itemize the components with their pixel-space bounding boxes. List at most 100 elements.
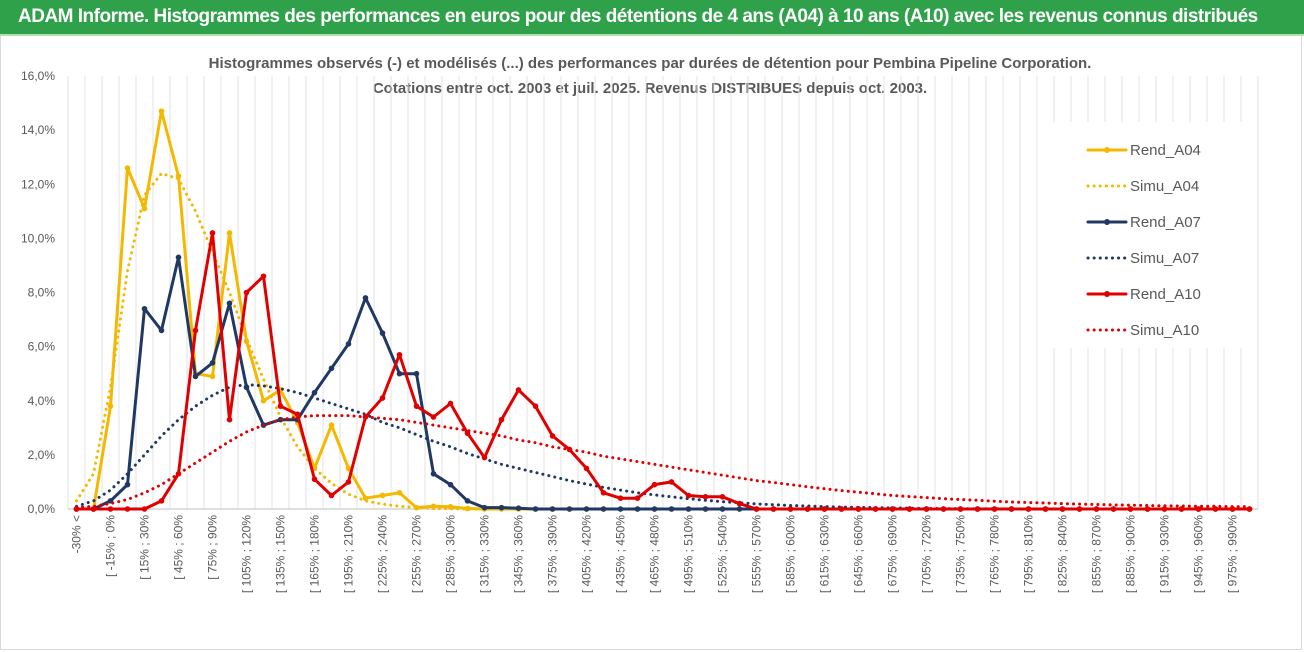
data-point-rend-a07 — [209, 360, 216, 366]
data-point-rend-a10 — [209, 230, 216, 236]
x-tick-label: [ 435% ; 450% — [614, 515, 628, 593]
x-tick-label: [ -15% ; 0% — [104, 515, 118, 577]
data-point-rend-a10 — [396, 351, 403, 358]
data-point-rend-a10 — [685, 492, 692, 499]
legend-label-rend-a04: Rend_A04 — [1130, 142, 1201, 159]
y-tick-label: 8,0% — [28, 286, 56, 300]
data-point-rend-a10 — [668, 479, 675, 485]
data-point-rend-a10 — [770, 506, 777, 512]
data-point-rend-a10 — [991, 506, 998, 512]
data-point-rend-a07 — [702, 506, 709, 512]
legend-marker-rend-a07 — [1104, 219, 1110, 225]
data-point-rend-a10 — [974, 506, 981, 512]
x-tick-label: [ 765% ; 780% — [988, 515, 1002, 593]
data-point-rend-a07 — [311, 389, 318, 396]
data-point-rend-a04 — [158, 108, 165, 114]
data-point-rend-a07 — [685, 506, 692, 512]
data-point-rend-a04 — [396, 489, 403, 496]
data-point-rend-a10 — [889, 506, 896, 512]
data-point-rend-a10 — [447, 400, 454, 407]
y-tick-label: 10,0% — [21, 231, 55, 245]
data-point-rend-a10 — [243, 289, 250, 296]
data-point-rend-a07 — [447, 481, 454, 488]
legend-label-simu-a07: Simu_A07 — [1130, 250, 1199, 267]
data-point-rend-a10 — [430, 414, 437, 420]
x-tick-label: [ 345% ; 360% — [512, 515, 526, 593]
x-tick-label: [ 885% ; 900% — [1124, 515, 1138, 593]
data-point-rend-a10 — [702, 494, 709, 500]
x-tick-label: [ 705% ; 720% — [920, 515, 934, 593]
data-point-rend-a10 — [277, 403, 284, 409]
x-tick-label: [ 675% ; 690% — [886, 515, 900, 593]
data-point-rend-a07 — [192, 373, 199, 380]
legend-label-simu-a10: Simu_A10 — [1130, 322, 1199, 339]
data-point-rend-a07 — [566, 506, 573, 512]
x-tick-label: [ 255% ; 270% — [410, 515, 424, 593]
data-point-rend-a10 — [753, 506, 760, 512]
series-line-simu-a10 — [75, 414, 1251, 510]
x-tick-label: [ 45% ; 60% — [172, 515, 186, 580]
y-axis: 0,0% 2,0% 4,0% 6,0% 8,0% 10,0% 12,0% 14,0% 16,0% — [21, 69, 55, 516]
x-tick-label: [ 975% ; 990% — [1226, 515, 1240, 593]
y-tick-label: 6,0% — [28, 340, 56, 354]
series-line-rend-a10 — [75, 231, 1251, 511]
data-point-rend-a07 — [124, 481, 131, 488]
data-point-rend-a07 — [158, 327, 165, 334]
data-point-rend-a10 — [804, 506, 811, 512]
data-point-rend-a07 — [345, 341, 352, 347]
data-point-rend-a10 — [906, 506, 913, 512]
data-point-rend-a10 — [1042, 506, 1049, 512]
data-point-rend-a10 — [872, 506, 879, 512]
x-tick-label: [ 915% ; 930% — [1158, 515, 1172, 593]
legend: Rend_A04 Simu_A04 Rend_A07 Simu_A07 Rend_A10… — [1086, 142, 1201, 339]
data-point-rend-a10 — [158, 498, 165, 504]
data-point-rend-a07 — [498, 504, 505, 511]
chart-title-line-1: Histogrammes observés (-) et modélisés (… — [209, 55, 1092, 72]
x-tick-label: [ 555% ; 570% — [750, 515, 764, 593]
data-point-rend-a10 — [1059, 506, 1066, 512]
data-point-rend-a10 — [736, 500, 743, 507]
x-tick-label: [ 165% ; 180% — [308, 515, 322, 593]
x-tick-label: [ 585% ; 600% — [784, 515, 798, 593]
data-point-rend-a10 — [515, 387, 522, 393]
data-point-rend-a10 — [719, 494, 726, 500]
data-point-rend-a07 — [481, 504, 488, 511]
data-point-rend-a07 — [600, 506, 607, 512]
x-tick-label: [ 855% ; 870% — [1090, 515, 1104, 593]
data-point-rend-a10 — [1246, 506, 1253, 512]
data-point-rend-a07 — [430, 471, 437, 477]
data-point-rend-a07 — [141, 305, 148, 312]
x-tick-label: [ 465% ; 480% — [648, 515, 662, 593]
legend-label-simu-a04: Simu_A04 — [1130, 178, 1199, 195]
data-point-rend-a10 — [855, 506, 862, 512]
report-title: ADAM Informe. Histogrammes des performan… — [18, 6, 1258, 27]
data-point-rend-a04 — [260, 397, 267, 404]
x-tick-label: [ 825% ; 840% — [1056, 515, 1070, 593]
data-point-rend-a10 — [260, 273, 267, 280]
data-point-rend-a07 — [226, 300, 233, 307]
histogram-chart: Histogrammes observés (-) et modélisés (… — [21, 55, 1259, 593]
data-point-rend-a04 — [345, 465, 352, 472]
data-point-rend-a10 — [549, 433, 556, 439]
data-point-rend-a10 — [192, 327, 199, 334]
data-point-rend-a04 — [226, 230, 233, 236]
series-lines — [73, 108, 1253, 512]
data-point-rend-a10 — [481, 454, 488, 461]
x-tick-label: [ 135% ; 150% — [274, 515, 288, 593]
data-point-rend-a07 — [362, 295, 369, 301]
data-point-rend-a10 — [226, 416, 233, 423]
data-point-rend-a07 — [634, 506, 641, 512]
data-point-rend-a10 — [1110, 506, 1117, 512]
data-point-rend-a10 — [787, 506, 794, 512]
data-point-rend-a04 — [362, 495, 369, 501]
data-point-rend-a10 — [940, 506, 947, 512]
x-tick-label: [ 315% ; 330% — [478, 515, 492, 593]
data-point-rend-a07 — [175, 254, 182, 261]
data-point-rend-a10 — [379, 395, 386, 401]
data-point-rend-a07 — [515, 505, 522, 511]
data-point-rend-a10 — [957, 506, 964, 512]
data-point-rend-a10 — [328, 492, 335, 499]
y-tick-label: 0,0% — [28, 502, 56, 516]
x-tick-label: [ 735% ; 750% — [954, 515, 968, 593]
data-point-rend-a04 — [141, 205, 148, 212]
